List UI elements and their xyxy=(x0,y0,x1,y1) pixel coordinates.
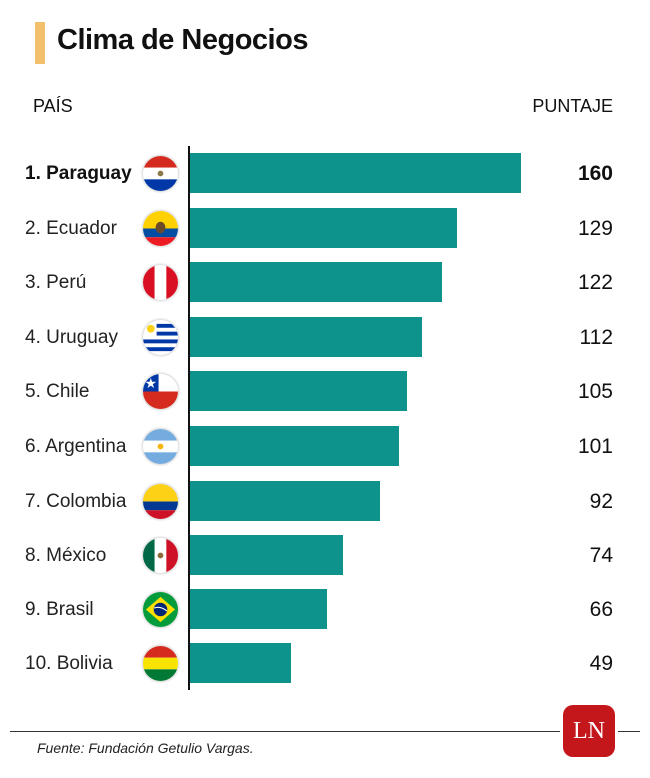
bar-row: 2. Ecuador 129 xyxy=(0,208,650,249)
country-label: 5. Chile xyxy=(25,381,90,402)
bar-argentina xyxy=(190,426,399,466)
country-label: 2. Ecuador xyxy=(25,218,117,239)
bar-row: 3. Perú 122 xyxy=(0,262,650,303)
chart-title: Clima de Negocios xyxy=(57,24,308,56)
argentina-flag-icon xyxy=(143,429,178,464)
title-accent-bar xyxy=(35,22,45,64)
peru-flag-icon xyxy=(143,265,178,300)
bar-row: 6. Argentina 101 xyxy=(0,426,650,467)
mexico-flag-icon xyxy=(143,538,178,573)
bolivia-flag-icon xyxy=(143,646,178,681)
bar-ecuador xyxy=(190,208,457,248)
score-value: 101 xyxy=(577,435,613,458)
country-label: 6. Argentina xyxy=(25,436,127,457)
bar-row: 7. Colombia 92 xyxy=(0,481,650,522)
country-label: 10. Bolivia xyxy=(25,653,113,674)
paraguay-flag-icon xyxy=(143,156,178,191)
colombia-flag-icon xyxy=(143,484,178,519)
country-label: 7. Colombia xyxy=(25,491,127,512)
score-value: 74 xyxy=(589,544,613,567)
country-label: 8. México xyxy=(25,545,107,566)
bar-row: 10. Bolivia 49 xyxy=(0,643,650,684)
source-note: Fuente: Fundación Getulio Vargas. xyxy=(37,740,254,756)
bar-mexico xyxy=(190,535,343,575)
score-value: 49 xyxy=(589,652,613,675)
score-value: 66 xyxy=(589,598,613,621)
ln-logo: LN xyxy=(563,705,615,757)
bar-row: 4. Uruguay 112 xyxy=(0,317,650,358)
bar-brazil xyxy=(190,589,327,629)
bar-chile xyxy=(190,371,407,411)
score-value: 160 xyxy=(577,162,613,185)
score-value: 105 xyxy=(577,380,613,403)
footer-divider xyxy=(10,731,640,732)
bar-row: 8. México 74 xyxy=(0,535,650,576)
bar-row: 9. Brasil 66 xyxy=(0,589,650,630)
bar-bolivia xyxy=(190,643,291,683)
score-value: 122 xyxy=(577,271,613,294)
country-label: 9. Brasil xyxy=(25,599,94,620)
ecuador-flag-icon xyxy=(143,211,178,246)
bar-uruguay xyxy=(190,317,422,357)
score-value: 92 xyxy=(589,490,613,513)
score-value: 129 xyxy=(577,217,613,240)
bar-row: 5. Chile 105 xyxy=(0,371,650,412)
score-value: 112 xyxy=(579,326,613,349)
country-label: 4. Uruguay xyxy=(25,327,118,348)
column-header-country: PAÍS xyxy=(33,96,73,116)
bar-row: 1. Paraguay 160 xyxy=(0,153,650,194)
chile-flag-icon xyxy=(143,374,178,409)
country-label: 1. Paraguay xyxy=(25,163,132,184)
column-header-score: PUNTAJE xyxy=(532,96,613,116)
y-axis-line xyxy=(188,146,190,690)
brazil-flag-icon xyxy=(143,592,178,627)
country-label: 3. Perú xyxy=(25,272,87,293)
bar-paraguay xyxy=(190,153,521,193)
uruguay-flag-icon xyxy=(143,320,178,355)
bar-peru xyxy=(190,262,442,302)
bar-colombia xyxy=(190,481,380,521)
